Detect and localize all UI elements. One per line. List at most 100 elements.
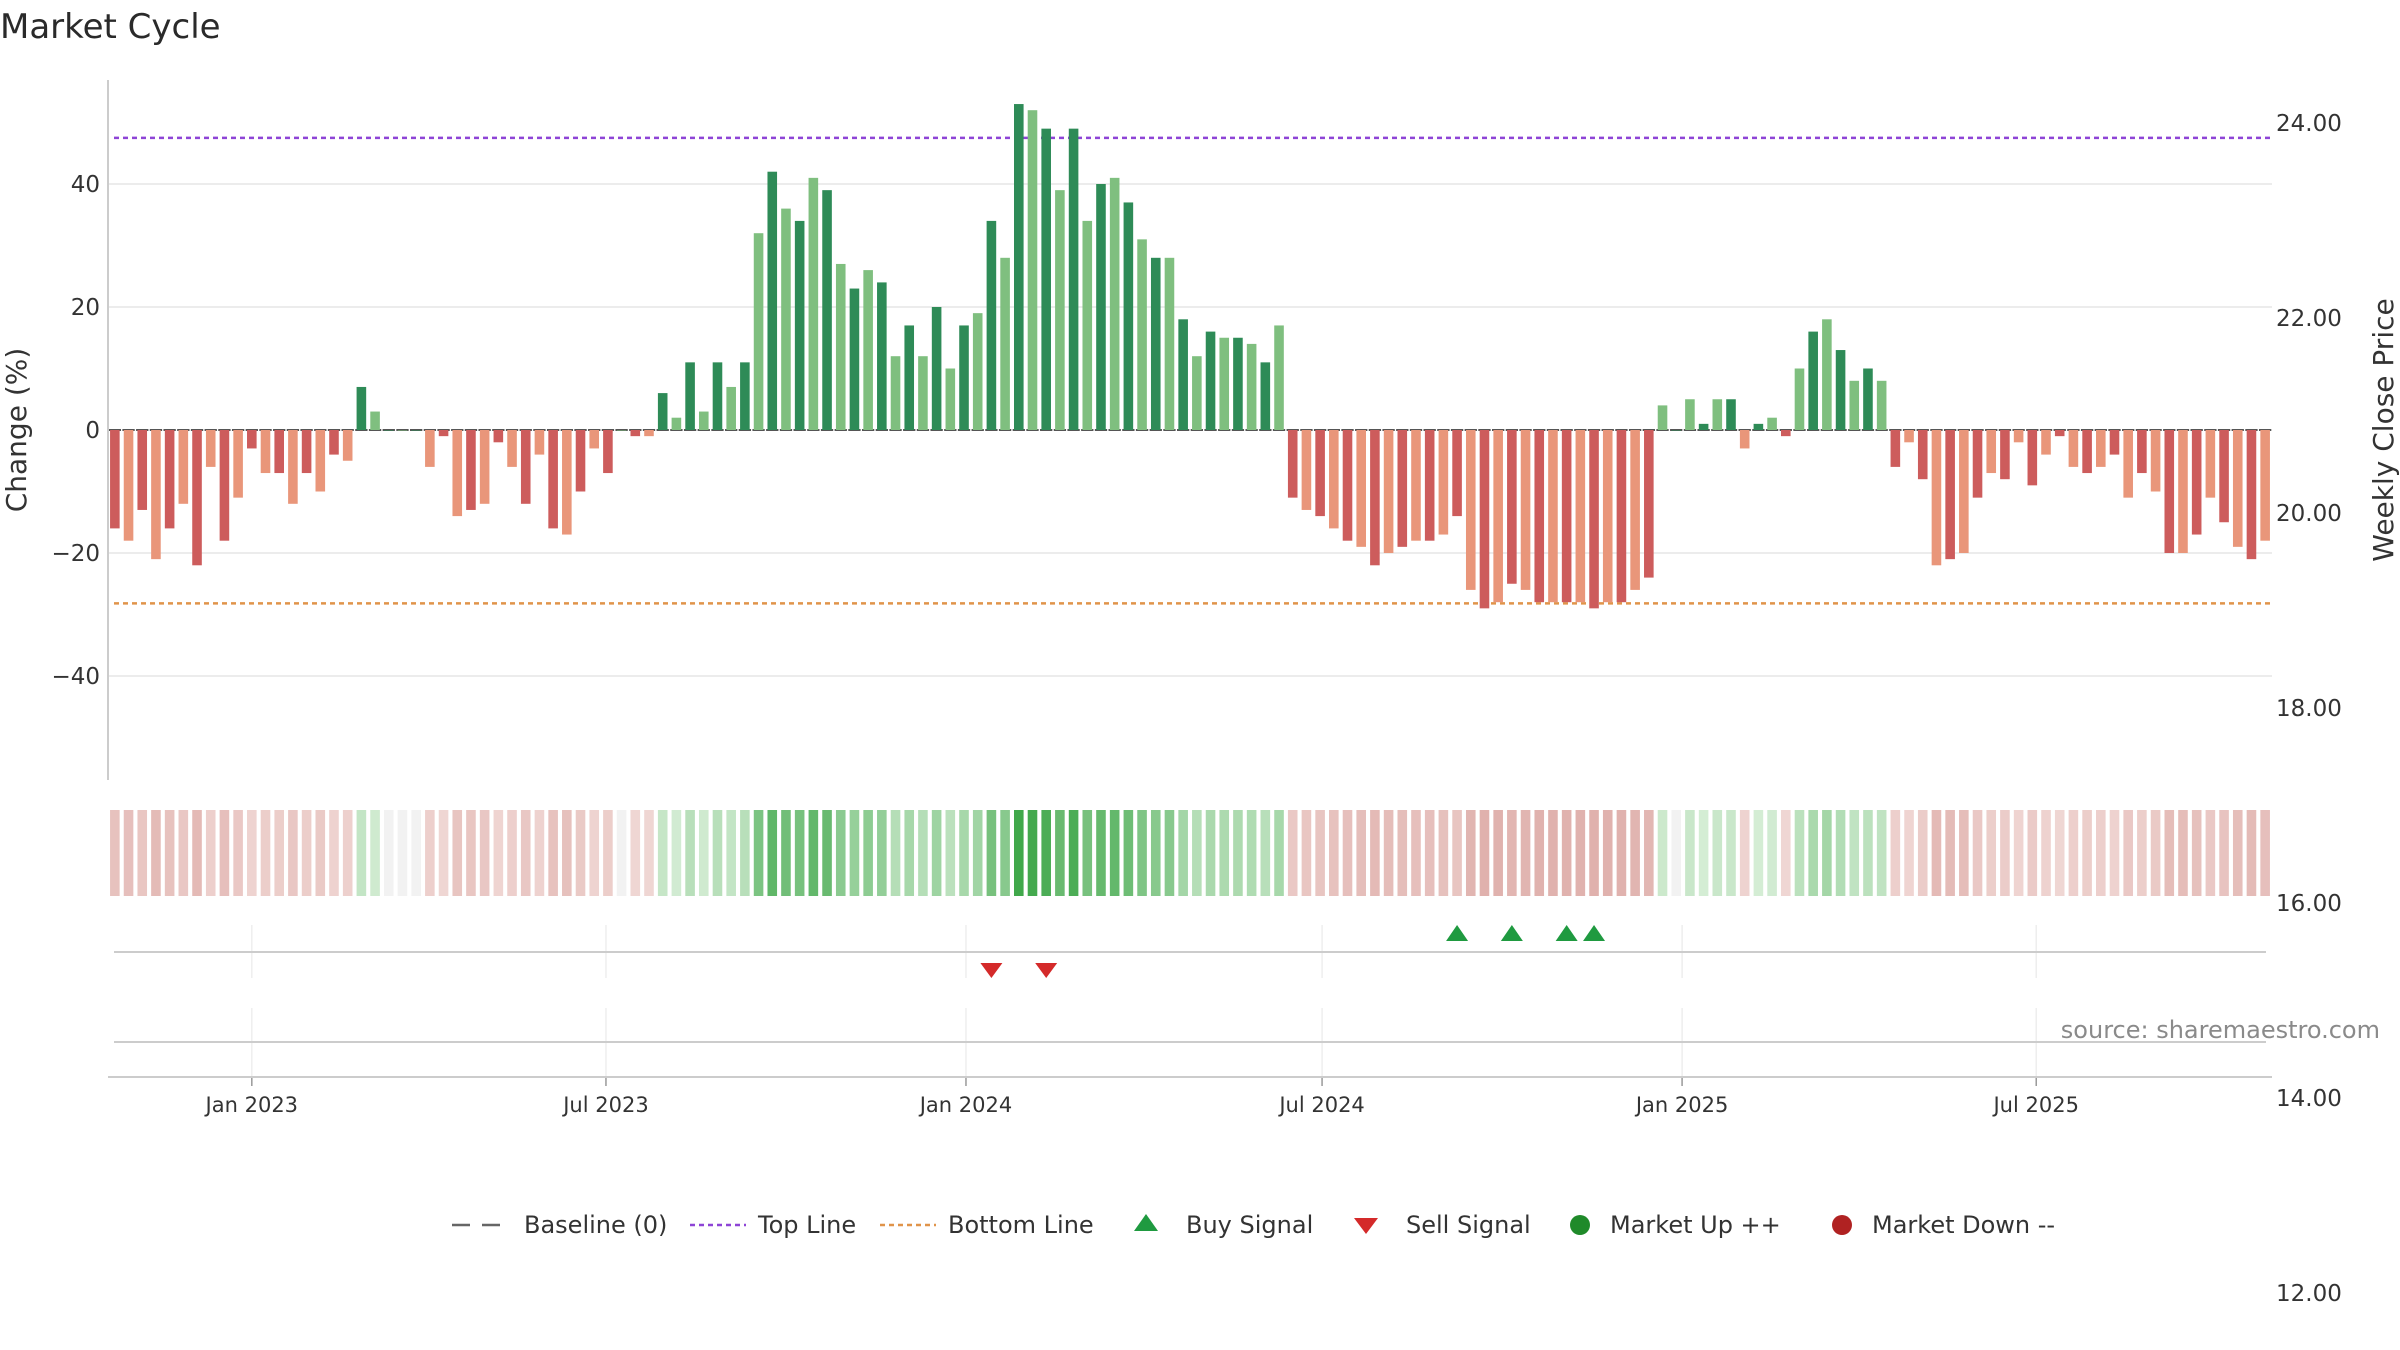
- heat-cell: [2232, 810, 2243, 896]
- change-bar: [1972, 430, 1983, 498]
- legend-label: Sell Signal: [1406, 1211, 1531, 1239]
- heat-cell: [753, 810, 764, 896]
- change-bar: [1164, 257, 1175, 430]
- heat-cell: [2096, 810, 2106, 896]
- change-bar: [1424, 430, 1435, 541]
- x-tick-label: Jul 2024: [1277, 1093, 1364, 1117]
- change-bar: [1205, 331, 1216, 430]
- change-bar: [822, 190, 832, 430]
- y2-tick-label: 16.00: [2276, 891, 2342, 917]
- heat-cell: [370, 810, 380, 896]
- heat-cell: [2191, 810, 2202, 896]
- change-bar: [1616, 430, 1627, 603]
- x-tick-label: Jan 2023: [204, 1093, 299, 1117]
- change-bar: [2205, 430, 2216, 498]
- legend-item: Top Line: [690, 1211, 856, 1239]
- heat-cell: [137, 810, 148, 896]
- change-bar: [1027, 110, 1038, 430]
- y-tick-label: 40: [71, 172, 100, 198]
- heat-cell: [959, 810, 969, 896]
- change-bar: [1808, 331, 1818, 430]
- heat-cell: [1534, 810, 1545, 896]
- heat-cell: [1109, 810, 1120, 896]
- heat-cell: [863, 810, 873, 896]
- change-bar: [520, 430, 531, 504]
- change-bar: [2096, 430, 2106, 467]
- heat-cell: [178, 810, 189, 896]
- change-bar: [918, 356, 928, 430]
- heat-cell: [260, 810, 271, 896]
- heat-cell: [1370, 810, 1380, 896]
- heat-cell: [1644, 810, 1654, 896]
- heat-cell: [1465, 810, 1476, 896]
- change-bar: [493, 430, 504, 443]
- heat-cell: [1767, 810, 1777, 896]
- legend-item: Sell Signal: [1354, 1211, 1531, 1239]
- change-bar: [1438, 430, 1449, 535]
- legend-label: Buy Signal: [1186, 1211, 1313, 1239]
- y2-tick-label: 20.00: [2276, 501, 2342, 527]
- legend-item: Buy Signal: [1134, 1211, 1313, 1239]
- heat-cell: [164, 810, 175, 896]
- buy-signal-marker: [1500, 925, 1523, 941]
- heat-cell: [890, 810, 901, 896]
- change-bar: [1890, 430, 1901, 467]
- change-bar: [2178, 430, 2188, 553]
- heat-cell: [1014, 810, 1024, 896]
- heat-cell: [2054, 810, 2065, 896]
- heat-cell: [781, 810, 791, 896]
- legend-item: Market Up ++: [1570, 1211, 1781, 1239]
- buy-signal-marker: [1555, 925, 1578, 941]
- y-tick-label: −20: [51, 541, 100, 567]
- heat-cell: [2013, 810, 2024, 896]
- heat-cell: [466, 810, 476, 896]
- heat-cell: [1123, 810, 1134, 896]
- change-bar: [1014, 104, 1024, 431]
- heat-cell: [1192, 810, 1202, 896]
- heat-cell: [383, 810, 394, 896]
- heat-cell: [1835, 810, 1846, 896]
- heat-cell: [2068, 810, 2079, 896]
- y2-tick-label: 14.00: [2276, 1086, 2342, 1112]
- change-bar: [1109, 177, 1120, 430]
- change-bar: [1959, 430, 1969, 553]
- heat-cell: [1301, 810, 1312, 896]
- heat-cell: [1931, 810, 1942, 896]
- heat-cell: [575, 810, 586, 896]
- change-bar: [274, 430, 284, 474]
- heat-cell: [233, 810, 243, 896]
- heat-cell: [1096, 810, 1106, 896]
- heat-cell: [1356, 810, 1366, 896]
- change-bar: [110, 430, 120, 529]
- heat-cell: [616, 810, 627, 896]
- signal-panel: [114, 925, 2266, 978]
- change-bar: [726, 386, 736, 430]
- change-bar: [753, 233, 764, 430]
- change-bar: [123, 430, 134, 541]
- heat-cell: [2109, 810, 2120, 896]
- change-bar: [233, 430, 243, 498]
- change-bar: [1822, 319, 1832, 430]
- axes: 40 20 0 −20 −40 24.00 22.00 20.00 18.00 16.00 14.0…: [51, 80, 2342, 1307]
- change-bar: [507, 430, 517, 467]
- change-bar: [1329, 430, 1339, 529]
- heat-cell: [2082, 810, 2092, 896]
- change-bar: [2260, 430, 2270, 541]
- heat-cell: [1589, 810, 1599, 896]
- heat-cell: [2164, 810, 2175, 896]
- change-bar: [589, 430, 600, 449]
- heat-cell: [301, 810, 312, 896]
- heat-cell: [630, 810, 641, 896]
- legend-item: Market Down --: [1832, 1211, 2055, 1239]
- legend-item: Baseline (0): [452, 1211, 667, 1239]
- change-bar: [794, 220, 805, 430]
- change-bar: [438, 430, 449, 437]
- change-bar: [959, 325, 969, 430]
- change-bar: [2109, 430, 2120, 455]
- heat-cell: [192, 810, 202, 896]
- heat-cell: [1274, 810, 1284, 896]
- change-bar: [1726, 399, 1736, 430]
- heat-cell: [1630, 810, 1640, 896]
- change-bar: [205, 430, 216, 467]
- change-bar: [712, 362, 723, 430]
